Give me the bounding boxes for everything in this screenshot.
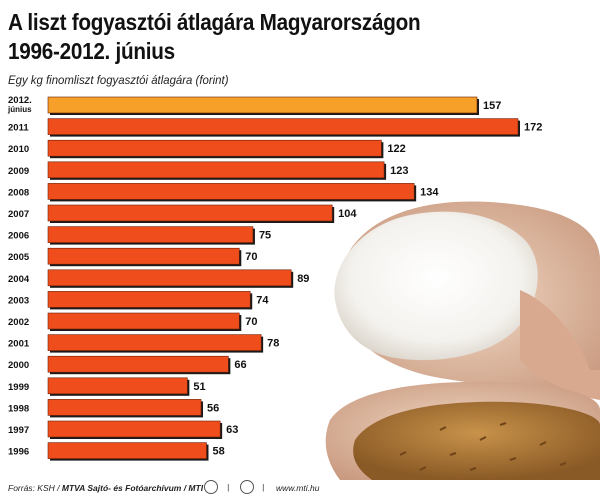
category-label-12: 2000 [8,360,29,371]
footer-separator-2: | [262,482,265,492]
category-label-13: 1999 [8,382,29,393]
bar-value-label-9: 74 [256,294,269,306]
category-label-14: 1998 [8,403,29,414]
category-label-0: 2012. [8,95,32,106]
bar-chart: 157 2012.június 172 2011 122 2010 123 2009 134 20… [7,95,600,480]
source-url: www.mti.hu [276,483,320,493]
source-credit: Forrás: KSH / MTVA Sajtó- és Fotóarchívu… [8,483,203,493]
source-prefix: Forrás: KSH / [8,483,60,493]
category-label-10: 2002 [8,317,29,328]
category-label-2: 2010 [8,144,29,155]
bar-8 [47,269,292,287]
category-label-5: 2007 [8,209,29,220]
bar-4 [47,183,415,200]
bar-value-label-3: 123 [390,165,408,177]
category-label-7: 2005 [8,252,30,263]
bar-value-label-2: 122 [387,143,405,155]
bar-value-label-10: 70 [245,316,257,328]
bar-value-label-11: 78 [267,338,279,350]
bar-5 [47,204,333,222]
bar-7 [47,247,240,265]
bar-11 [47,334,262,351]
category-label-1: 2011 [8,123,29,134]
bar-value-label-6: 75 [259,230,271,242]
bar-14 [47,399,202,416]
source-agency: MTVA Sajtó- és Fotóarchívum / MTI [61,483,204,493]
bar-value-label-15: 63 [226,424,238,436]
bar-2 [47,139,382,157]
chart-subtitle: Egy kg finomliszt fogyasztói átlagára (f… [8,73,229,87]
footer: Forrás: KSH / MTVA Sajtó- és Fotóarchívu… [8,480,592,496]
category-label-11: 2001 [8,339,30,350]
category-label-15: 1997 [8,425,29,436]
category-label-8: 2004 [8,274,30,285]
bar-15 [47,420,221,438]
category-label-6: 2006 [8,231,29,242]
bar-0 [47,96,478,114]
chart-title: A liszt fogyasztói átlagára Magyarország… [8,8,421,66]
bar-value-label-5: 104 [338,208,357,220]
flour-hand-illustration [334,201,600,400]
bar-3 [47,161,385,179]
bar-9 [47,291,251,308]
bar-16 [47,442,207,459]
wheat-hands-illustration [325,381,600,480]
category-label-9: 2003 [8,295,29,306]
mti-logo-icon [240,480,254,494]
bar-value-label-0: 157 [483,100,501,112]
bar-value-label-8: 89 [297,273,309,285]
bar-value-label-7: 70 [245,251,257,263]
bar-value-label-13: 51 [193,381,205,393]
bars-group: 157 2012.június 172 2011 122 2010 123 2009 134 20… [7,95,542,461]
chart-title-line-2: 1996-2012. június [8,38,175,64]
category-label-3: 2009 [8,166,29,177]
category-label-16: 1996 [8,447,29,458]
category-label-4: 2008 [8,187,29,198]
footer-separator-1: | [227,482,230,492]
bar-12 [47,355,229,373]
chart-title-line-1: A liszt fogyasztói átlagára Magyarország… [8,9,421,35]
bar-10 [47,312,240,330]
bar-13 [47,377,188,395]
bar-1 [47,118,519,135]
bar-6 [47,226,254,243]
bar-value-label-12: 66 [234,359,246,371]
bar-value-label-4: 134 [420,186,439,198]
bar-value-label-14: 56 [207,402,219,414]
bar-value-label-1: 172 [524,122,542,134]
category-label-0-line-2: június [7,105,32,114]
mtva-logo-icon [204,480,218,494]
bar-value-label-16: 58 [212,446,224,458]
